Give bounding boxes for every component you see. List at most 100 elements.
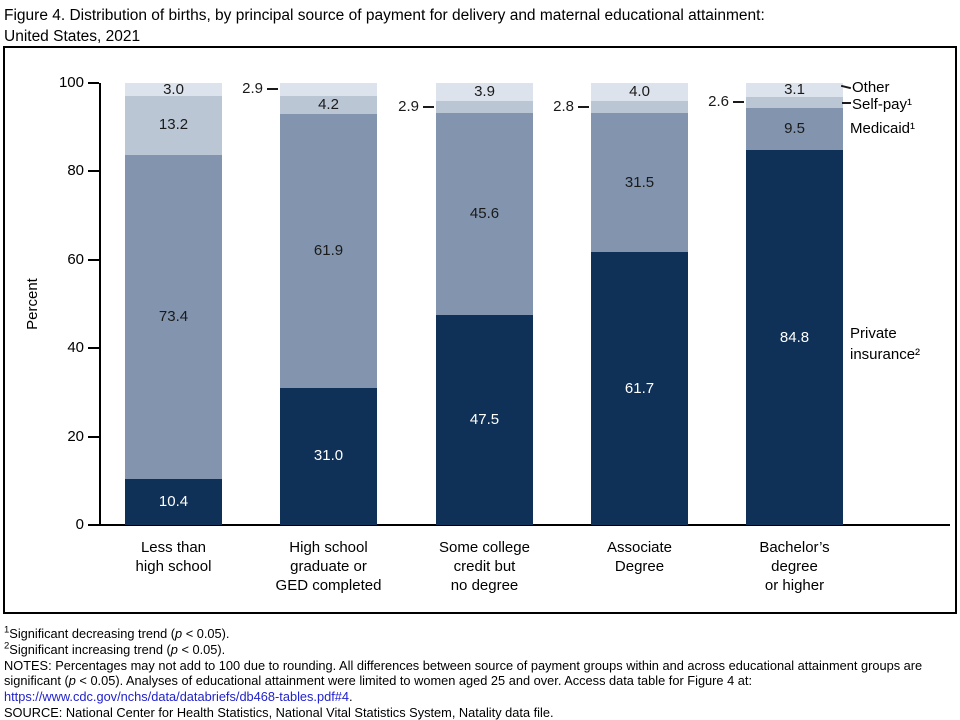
bar-segment-medicaid-1 <box>280 114 377 388</box>
x-category-line: degree <box>771 558 818 575</box>
leader-dash <box>267 88 278 91</box>
source-text: SOURCE: National Center for Health Stati… <box>4 704 554 720</box>
x-category-line: Degree <box>614 558 665 575</box>
x-category-line: graduate or <box>290 558 367 575</box>
link-period: . <box>349 689 353 705</box>
y-tick <box>88 524 99 526</box>
bar-segment-private-insurance-1 <box>280 387 377 525</box>
x-category-line: Some college <box>439 539 530 556</box>
y-tick <box>88 170 99 173</box>
bar-segment-private-insurance-2 <box>436 315 533 525</box>
y-tick-label: 20 <box>67 427 84 445</box>
y-tick <box>88 82 99 84</box>
legend-label-private-insurance: Private insurance² <box>850 323 920 365</box>
legend-line: insurance² <box>850 346 921 363</box>
footnote-1-sup: 1 <box>4 624 10 636</box>
bar-segment-other-0 <box>125 83 222 97</box>
segment-value-label: 9.5 <box>784 120 805 138</box>
x-category-label: Less than high school <box>94 538 254 576</box>
y-tick-label: 100 <box>58 74 84 91</box>
segment-value-label: 61.9 <box>313 242 344 260</box>
x-category-line: Bachelor’s <box>759 539 830 556</box>
x-category-line: Associate <box>606 539 673 556</box>
figure-title-line2: United States, 2021 <box>4 28 141 45</box>
segment-value-label: 31.0 <box>313 447 344 465</box>
leader-value-label: 2.9 <box>398 98 419 116</box>
bar-segment-other-4 <box>746 83 843 97</box>
segment-value-label: 3.0 <box>163 80 184 98</box>
bar-segment-other-3 <box>591 83 688 101</box>
leader-value-label: 2.9 <box>242 80 263 98</box>
x-category-line: or higher <box>764 577 825 594</box>
segment-value-label: 73.4 <box>158 307 189 325</box>
segment-value-label: 4.2 <box>318 96 339 114</box>
x-category-label: Associate Degree <box>560 538 720 576</box>
segment-value-label: 13.2 <box>158 116 189 134</box>
segment-value-label: 61.7 <box>624 379 655 397</box>
link-line: https://www.cdc.gov/nchs/data/databriefs… <box>4 689 955 705</box>
y-tick <box>88 258 99 261</box>
x-category-line: High school <box>289 539 368 556</box>
segment-value-label: 84.8 <box>779 328 810 346</box>
leader-dash <box>578 105 589 108</box>
bar-segment-medicaid-2 <box>436 113 533 316</box>
segment-value-label: 3.9 <box>474 83 495 101</box>
figure-title-line1: Figure 4. Distribution of births, by pri… <box>4 7 765 24</box>
footnote-2-sup: 2 <box>4 640 10 652</box>
segment-value-label: 3.1 <box>784 80 805 98</box>
x-category-line: GED completed <box>275 577 382 594</box>
bar-segment-other-1 <box>280 83 377 96</box>
bar-segment-self-pay-0 <box>125 96 222 155</box>
bar-segment-private-insurance-3 <box>591 252 688 525</box>
bar-segment-self-pay-3 <box>591 100 688 114</box>
x-axis-line <box>99 524 950 526</box>
segment-value-label: 10.4 <box>158 493 189 511</box>
bar-segment-self-pay-1 <box>280 95 377 115</box>
legend-line: Medicaid¹ <box>850 120 916 137</box>
footnotes: 1Significant decreasing trend (p < 0.05)… <box>4 624 955 720</box>
data-table-link[interactable]: https://www.cdc.gov/nchs/data/databriefs… <box>4 689 350 705</box>
bar-segment-medicaid-0 <box>125 154 222 480</box>
bar-segment-medicaid-3 <box>591 113 688 253</box>
segment-value-label: 4.0 <box>629 82 650 100</box>
leader-dash <box>423 106 434 109</box>
y-axis-line <box>99 83 101 526</box>
segment-value-label: 47.5 <box>469 411 500 429</box>
bar-segment-medicaid-4 <box>746 108 843 151</box>
leader-value-label: 2.8 <box>553 97 574 115</box>
footnote-1: 1Significant decreasing trend (p < 0.05)… <box>4 624 230 641</box>
legend-label-self-pay: Self-pay¹ <box>852 94 912 115</box>
footnote-2: 2Significant increasing trend (p < 0.05)… <box>4 640 226 657</box>
y-tick-label: 40 <box>67 339 84 357</box>
bar-segment-self-pay-2 <box>436 100 533 114</box>
x-category-line: no degree <box>450 577 519 594</box>
leader-dash <box>733 101 744 104</box>
bar-segment-private-insurance-4 <box>746 150 843 525</box>
figure-title: Figure 4. Distribution of births, by pri… <box>4 5 765 47</box>
y-tick-label: 0 <box>75 516 84 533</box>
bar-segment-self-pay-4 <box>746 96 843 109</box>
y-tick-label: 80 <box>67 162 84 180</box>
x-category-label: Some college credit but no degree <box>405 538 565 595</box>
x-category-label: Bachelor’s degree or higher <box>715 538 875 595</box>
y-tick <box>88 435 99 438</box>
bar-segment-other-2 <box>436 83 533 101</box>
segment-value-label: 31.5 <box>624 173 655 191</box>
legend-label-medicaid: Medicaid¹ <box>850 118 915 139</box>
legend-label-other: Other <box>852 77 890 98</box>
legend-line: Private <box>850 325 897 342</box>
x-category-line: credit but <box>453 558 516 575</box>
legend-line: Other <box>852 79 890 96</box>
y-tick <box>88 347 99 350</box>
leader-value-label: 2.6 <box>708 93 729 111</box>
x-category-label: High school graduate or GED completed <box>249 538 409 595</box>
legend-line: Self-pay¹ <box>852 96 913 113</box>
y-tick-label: 60 <box>67 250 84 268</box>
notes-text: NOTES: Percentages may not add to 100 du… <box>4 657 923 689</box>
x-category-line: high school <box>135 558 212 575</box>
bar-segment-private-insurance-0 <box>125 479 222 525</box>
legend-leader-dash-self-pay <box>842 102 851 104</box>
x-category-line: Less than <box>140 539 207 556</box>
